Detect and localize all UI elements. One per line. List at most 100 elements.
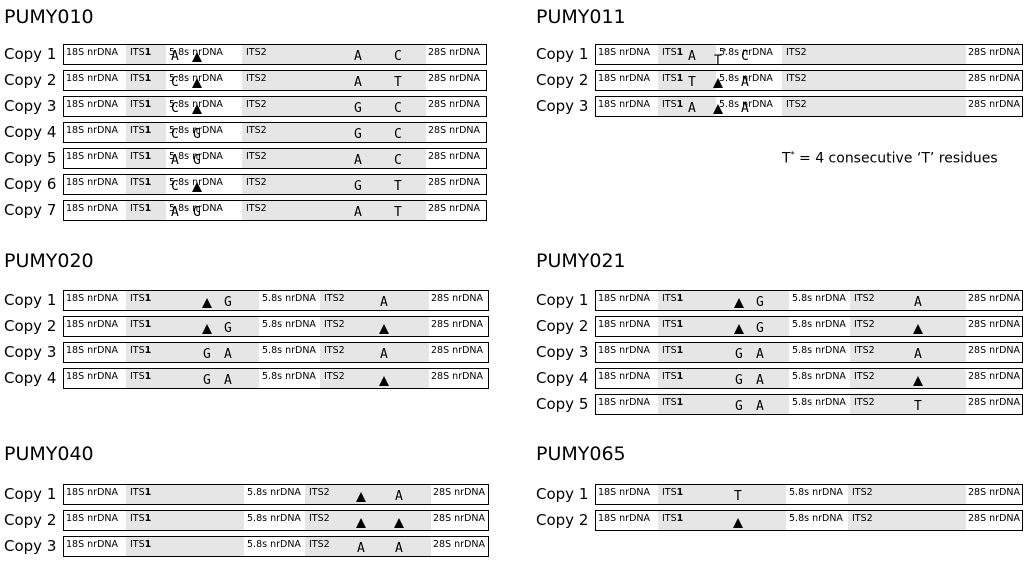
- its2-label: ITS2: [246, 151, 267, 162]
- its2-label: ITS2: [246, 73, 267, 84]
- copy-label: Copy 5: [536, 395, 589, 413]
- copy-label: Copy 3: [536, 97, 589, 115]
- copy-label: Copy 2: [536, 317, 589, 335]
- 28s-label: 28S nrDNA: [431, 293, 483, 304]
- panel-title: PUMY040: [4, 443, 94, 465]
- region-segment: [126, 149, 166, 168]
- nucleotide-t: T: [914, 399, 922, 414]
- region-segment: [658, 343, 789, 362]
- copy-label: Copy 3: [4, 97, 57, 115]
- panel-title: PUMY011: [536, 6, 626, 28]
- its2-label: ITS2: [324, 345, 345, 356]
- region-segment: [320, 291, 429, 310]
- region-segment: [305, 485, 431, 504]
- its2-label: ITS2: [324, 319, 345, 330]
- panel-title: PUMY020: [4, 250, 94, 272]
- 28s-label: 28S nrDNA: [968, 487, 1020, 498]
- its1-label: ITS1: [130, 177, 151, 188]
- its1-number: 1: [676, 99, 684, 110]
- its1-number: 1: [144, 73, 152, 84]
- its1-prefix: ITS: [662, 345, 677, 356]
- nucleotide-a: A: [395, 489, 403, 504]
- 28s-label: 28S nrDNA: [428, 203, 480, 214]
- 18s-label: 18S nrDNA: [66, 345, 118, 356]
- deletion-triangle-icon: [379, 324, 389, 334]
- its1-number: 1: [144, 371, 152, 382]
- 58s-label: 5.8s nrDNA: [792, 371, 846, 382]
- region-segment: [126, 343, 259, 362]
- nucleotide-a: A: [741, 75, 749, 90]
- rdna-track: 18S nrDNA ITS1 5.8s nrDNA ITS2 28S nrDNA G A: [63, 368, 489, 389]
- its1-label: ITS1: [130, 125, 151, 136]
- nucleotide-c: C: [394, 153, 402, 168]
- 58s-label: 5.8s nrDNA: [169, 151, 223, 162]
- region-segment: [242, 175, 302, 194]
- its1-prefix: ITS: [130, 513, 145, 524]
- deletion-triangle-icon: [913, 376, 923, 386]
- region-segment: [320, 343, 429, 362]
- deletion-triangle-icon: [734, 324, 744, 334]
- its2-label: ITS2: [309, 513, 330, 524]
- nucleotide-a: A: [395, 541, 403, 556]
- nucleotide-g: G: [193, 127, 201, 142]
- rdna-track: 18S nrDNA ITS1 5.8s nrDNA ITS2 28S nrDNA G A: [595, 290, 1023, 311]
- panel-title: PUMY021: [536, 250, 626, 272]
- region-segment: [302, 45, 426, 64]
- its2-label: ITS2: [854, 293, 875, 304]
- nucleotide-t: T: [394, 179, 402, 194]
- deletion-triangle-icon: [379, 376, 389, 386]
- 18s-label: 18S nrDNA: [598, 293, 650, 304]
- its2-label: ITS2: [852, 513, 873, 524]
- nucleotide-a: A: [914, 347, 922, 362]
- its1-label: ITS1: [662, 47, 683, 58]
- its1-number: 1: [144, 319, 152, 330]
- star-marker: *: [721, 47, 727, 56]
- deletion-triangle-icon: [192, 78, 202, 88]
- nucleotide-t: T: [394, 205, 402, 220]
- its1-label: ITS1: [130, 99, 151, 110]
- its1-label: ITS1: [662, 99, 683, 110]
- nucleotide-a: A: [741, 101, 749, 116]
- region-segment: [844, 97, 966, 116]
- its1-prefix: ITS: [662, 371, 677, 382]
- its1-prefix: ITS: [130, 47, 145, 58]
- region-segment: [848, 485, 966, 504]
- 28s-label: 28S nrDNA: [433, 513, 485, 524]
- its1-number: 1: [676, 345, 684, 356]
- nucleotide-a: A: [380, 295, 388, 310]
- region-segment: [126, 511, 244, 530]
- its1-prefix: ITS: [662, 47, 677, 58]
- nucleotide-g: G: [224, 321, 232, 336]
- 28s-label: 28S nrDNA: [433, 487, 485, 498]
- its2-label: ITS2: [854, 371, 875, 382]
- 18s-label: 18S nrDNA: [66, 293, 118, 304]
- nucleotide-c: C: [171, 75, 179, 90]
- nucleotide-g: G: [756, 321, 764, 336]
- t-star-note: T* = 4 consecutive ‘T’ residues: [782, 150, 998, 167]
- its1-label: ITS1: [662, 397, 683, 408]
- region-segment: [242, 97, 302, 116]
- its1-label: ITS1: [662, 73, 683, 84]
- nucleotide-g: G: [193, 205, 201, 220]
- region-segment: [126, 369, 259, 388]
- region-segment: [850, 395, 966, 414]
- deletion-triangle-icon: [356, 492, 366, 502]
- region-segment: [850, 317, 966, 336]
- rdna-track: 18S nrDNA ITS1 5.8s nrDNA ITS2 28S nrDNA C G G C: [63, 122, 487, 143]
- its2-label: ITS2: [324, 371, 345, 382]
- 58s-label: 5.8s nrDNA: [262, 293, 316, 304]
- nucleotide-a: A: [756, 399, 764, 414]
- region-segment: [126, 175, 166, 194]
- 58s-label: 5.8s nrDNA: [247, 539, 301, 550]
- nucleotide-c: C: [394, 127, 402, 142]
- region-segment: [658, 369, 789, 388]
- 58s-label: 5.8s nrDNA: [719, 47, 773, 58]
- 28s-label: 28S nrDNA: [428, 125, 480, 136]
- its1-number: 1: [676, 73, 684, 84]
- nucleotide-c: C: [171, 101, 179, 116]
- its1-label: ITS1: [130, 539, 151, 550]
- its1-prefix: ITS: [662, 513, 677, 524]
- its1-label: ITS1: [130, 47, 151, 58]
- its1-number: 1: [144, 125, 152, 136]
- nucleotide-a: A: [354, 153, 362, 168]
